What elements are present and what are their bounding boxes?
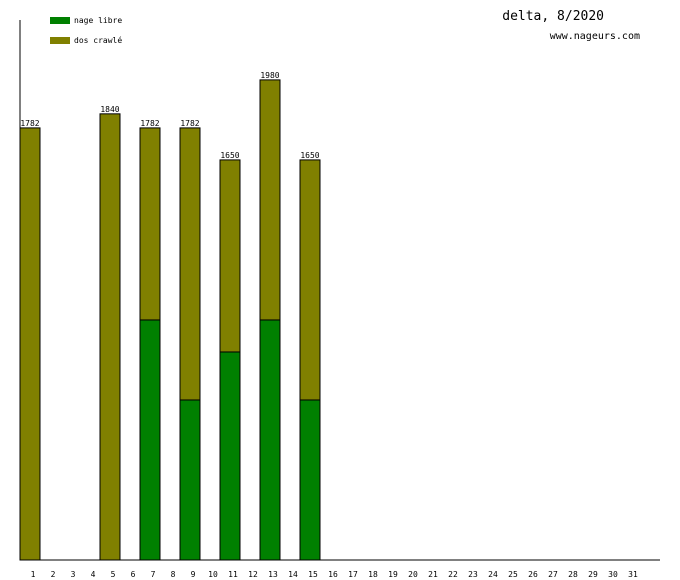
x-tick-label-19: 19: [388, 570, 398, 579]
x-tick-label-7: 7: [151, 570, 156, 579]
x-tick-label-5: 5: [111, 570, 116, 579]
chart-title: delta, 8/2020: [502, 9, 604, 24]
x-tick-label-30: 30: [608, 570, 618, 579]
x-tick-label-16: 16: [328, 570, 338, 579]
bar-nage-libre-day-15: [299, 399, 321, 561]
x-tick-label-31: 31: [628, 570, 638, 579]
value-label-day-5: 1840: [100, 105, 119, 114]
legend-item-nage-libre: nage libre: [50, 15, 122, 25]
x-tick-label-2: 2: [51, 570, 56, 579]
legend-swatch-nage-libre: [50, 16, 70, 24]
bar-nage-libre-day-9: [179, 399, 201, 561]
legend-label-nage-libre: nage libre: [74, 15, 123, 25]
bar-dos-crawle-day-11: [219, 159, 241, 353]
x-tick-label-1: 1: [31, 570, 36, 579]
x-tick-label-25: 25: [508, 570, 518, 579]
value-label-day-9: 1782: [180, 119, 199, 128]
value-labels-group: 1782 1840 1782 1782 1650 1980 1650: [20, 71, 319, 160]
x-tick-label-14: 14: [288, 570, 298, 579]
bars-group: [19, 79, 321, 561]
bar-nage-libre-day-13: [259, 319, 281, 561]
legend: nage libre dos crawlé: [50, 15, 122, 55]
legend-swatch-dos-crawle: [50, 36, 70, 44]
value-label-day-15: 1650: [300, 151, 319, 160]
x-tick-label-29: 29: [588, 570, 598, 579]
x-tick-label-17: 17: [348, 570, 358, 579]
x-tick-label-12: 12: [248, 570, 258, 579]
x-tick-label-28: 28: [568, 570, 578, 579]
bar-dos-crawle-day-15: [299, 159, 321, 401]
bar-dos-crawle-day-9: [179, 127, 201, 401]
value-label-day-7: 1782: [140, 119, 159, 128]
x-tick-label-13: 13: [268, 570, 278, 579]
value-label-day-13: 1980: [260, 71, 279, 80]
x-tick-label-9: 9: [191, 570, 196, 579]
x-tick-label-20: 20: [408, 570, 418, 579]
x-tick-label-23: 23: [468, 570, 478, 579]
bar-nage-libre-day-7: [139, 319, 161, 561]
x-tick-label-8: 8: [171, 570, 176, 579]
value-label-day-11: 1650: [220, 151, 239, 160]
x-tick-label-21: 21: [428, 570, 438, 579]
bar-dos-crawle-day-13: [259, 79, 281, 321]
x-tick-label-18: 18: [368, 570, 378, 579]
legend-item-dos-crawle: dos crawlé: [50, 35, 122, 45]
bar-dos-crawle-day-7: [139, 127, 161, 321]
x-tick-label-27: 27: [548, 570, 558, 579]
x-tick-label-22: 22: [448, 570, 458, 579]
x-tick-label-4: 4: [91, 570, 96, 579]
bar-nage-libre-day-11: [219, 351, 241, 561]
x-tick-label-24: 24: [488, 570, 498, 579]
x-tick-label-26: 26: [528, 570, 538, 579]
bar-dos-crawle-day-1: [19, 127, 41, 561]
x-tick-label-10: 10: [208, 570, 218, 579]
x-tick-label-3: 3: [71, 570, 76, 579]
bar-dos-crawle-day-5: [99, 113, 121, 561]
x-tick-label-15: 15: [308, 570, 318, 579]
x-tick-labels-group: 1 2 3 4 5 6 7 8 9 10 11 12 13 14 15 16 17 18 19 20 21 22 23 24 2…: [31, 570, 638, 579]
x-tick-label-11: 11: [228, 570, 238, 579]
value-label-day-1: 1782: [20, 119, 39, 128]
chart-subtitle: www.nageurs.com: [549, 31, 640, 42]
legend-label-dos-crawle: dos crawlé: [74, 35, 123, 45]
x-tick-label-6: 6: [131, 570, 136, 579]
